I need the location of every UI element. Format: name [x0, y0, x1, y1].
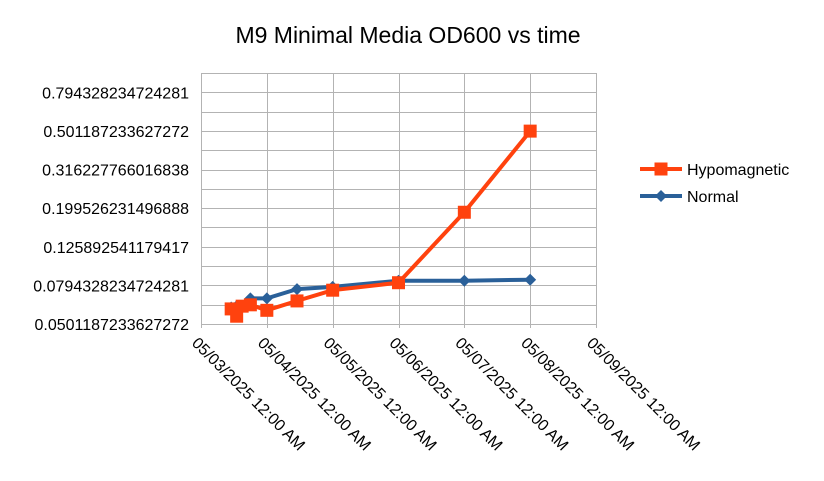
chart-title: M9 Minimal Media OD600 vs time — [235, 22, 581, 48]
x-tick-label: 05/06/2025 12:00 AM — [386, 335, 506, 455]
data-point-hypomagnetic — [523, 124, 537, 138]
y-tick-label: 0.0501187233627272 — [34, 317, 189, 334]
x-tick-label: 05/03/2025 12:00 AM — [188, 335, 308, 455]
data-point-hypomagnetic — [326, 283, 340, 297]
x-tick-label: 05/05/2025 12:00 AM — [320, 335, 440, 455]
data-point-normal — [655, 190, 667, 202]
legend-label-hypomagnetic: Hypomagnetic — [687, 162, 789, 179]
data-point-hypomagnetic — [290, 294, 304, 308]
plot-frame — [201, 73, 597, 325]
data-point-hypomagnetic — [654, 162, 668, 176]
data-point-hypomagnetic — [243, 298, 257, 312]
y-tick-label: 0.125892541179417 — [43, 240, 189, 257]
y-tick-label: 0.199526231496888 — [42, 201, 189, 218]
data-point-normal — [524, 273, 537, 286]
x-tick-label: 05/09/2025 12:00 AM — [583, 335, 703, 455]
series-line-hypomagnetic — [229, 129, 532, 319]
data-point-hypomagnetic — [230, 309, 244, 323]
x-tick-label: 05/08/2025 12:00 AM — [517, 335, 637, 455]
legend: Hypomagnetic Normal — [640, 162, 789, 206]
data-point-hypomagnetic — [392, 276, 405, 290]
x-tick-label: 05/07/2025 12:00 AM — [452, 335, 572, 455]
data-point-hypomagnetic — [260, 303, 274, 317]
data-point-hypomagnetic — [457, 205, 471, 219]
y-tick-label: 0.0794328234724281 — [33, 278, 189, 295]
y-tick-label: 0.794328234724281 — [42, 85, 189, 102]
series-layer — [224, 124, 537, 323]
data-point-normal — [260, 292, 273, 305]
x-tick-label: 05/04/2025 12:00 AM — [254, 335, 374, 455]
y-tick-label: 0.316227766016838 — [42, 163, 189, 180]
grid-layer — [201, 73, 597, 328]
legend-label-normal: Normal — [687, 189, 739, 206]
data-point-normal — [291, 283, 304, 296]
y-tick-label: 0.501187233627272 — [43, 124, 189, 141]
data-point-normal — [458, 274, 471, 287]
axis-layer: 0.794328234724281 0.501187233627272 0.3162… — [33, 73, 703, 455]
